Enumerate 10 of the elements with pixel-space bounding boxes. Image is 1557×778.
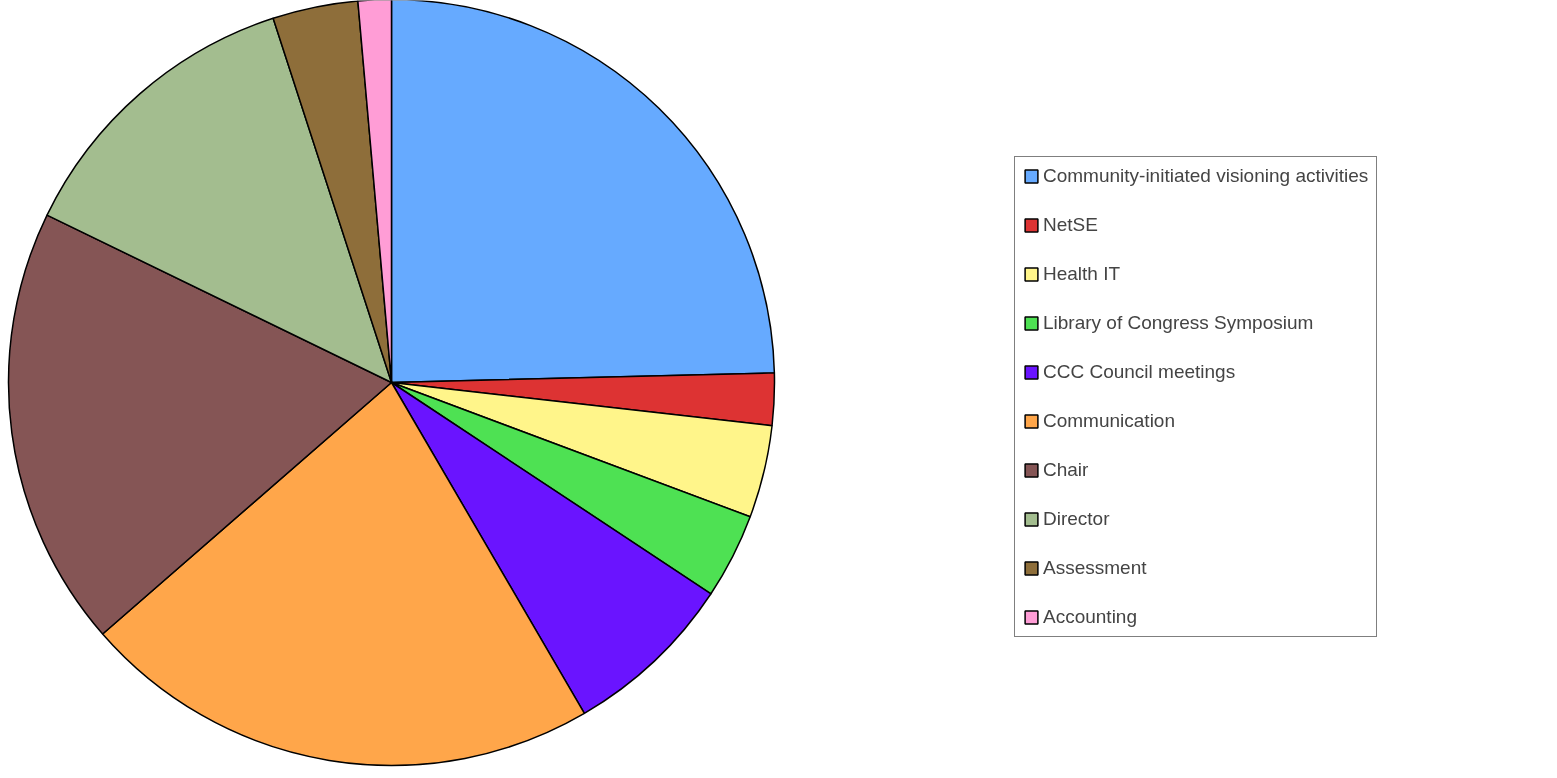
legend-label: CCC Council meetings [1043,361,1236,383]
legend-label: Health IT [1043,263,1121,285]
legend-label: Communication [1043,410,1175,432]
legend-label: Assessment [1043,557,1147,579]
legend-label: Director [1043,508,1110,530]
legend-label: Library of Congress Symposium [1043,312,1314,334]
legend-label: Accounting [1043,606,1138,628]
legend-label: NetSE [1043,214,1098,236]
legend-label: Community-initiated visioning activities [1043,165,1369,187]
legend-label: Chair [1043,459,1089,481]
